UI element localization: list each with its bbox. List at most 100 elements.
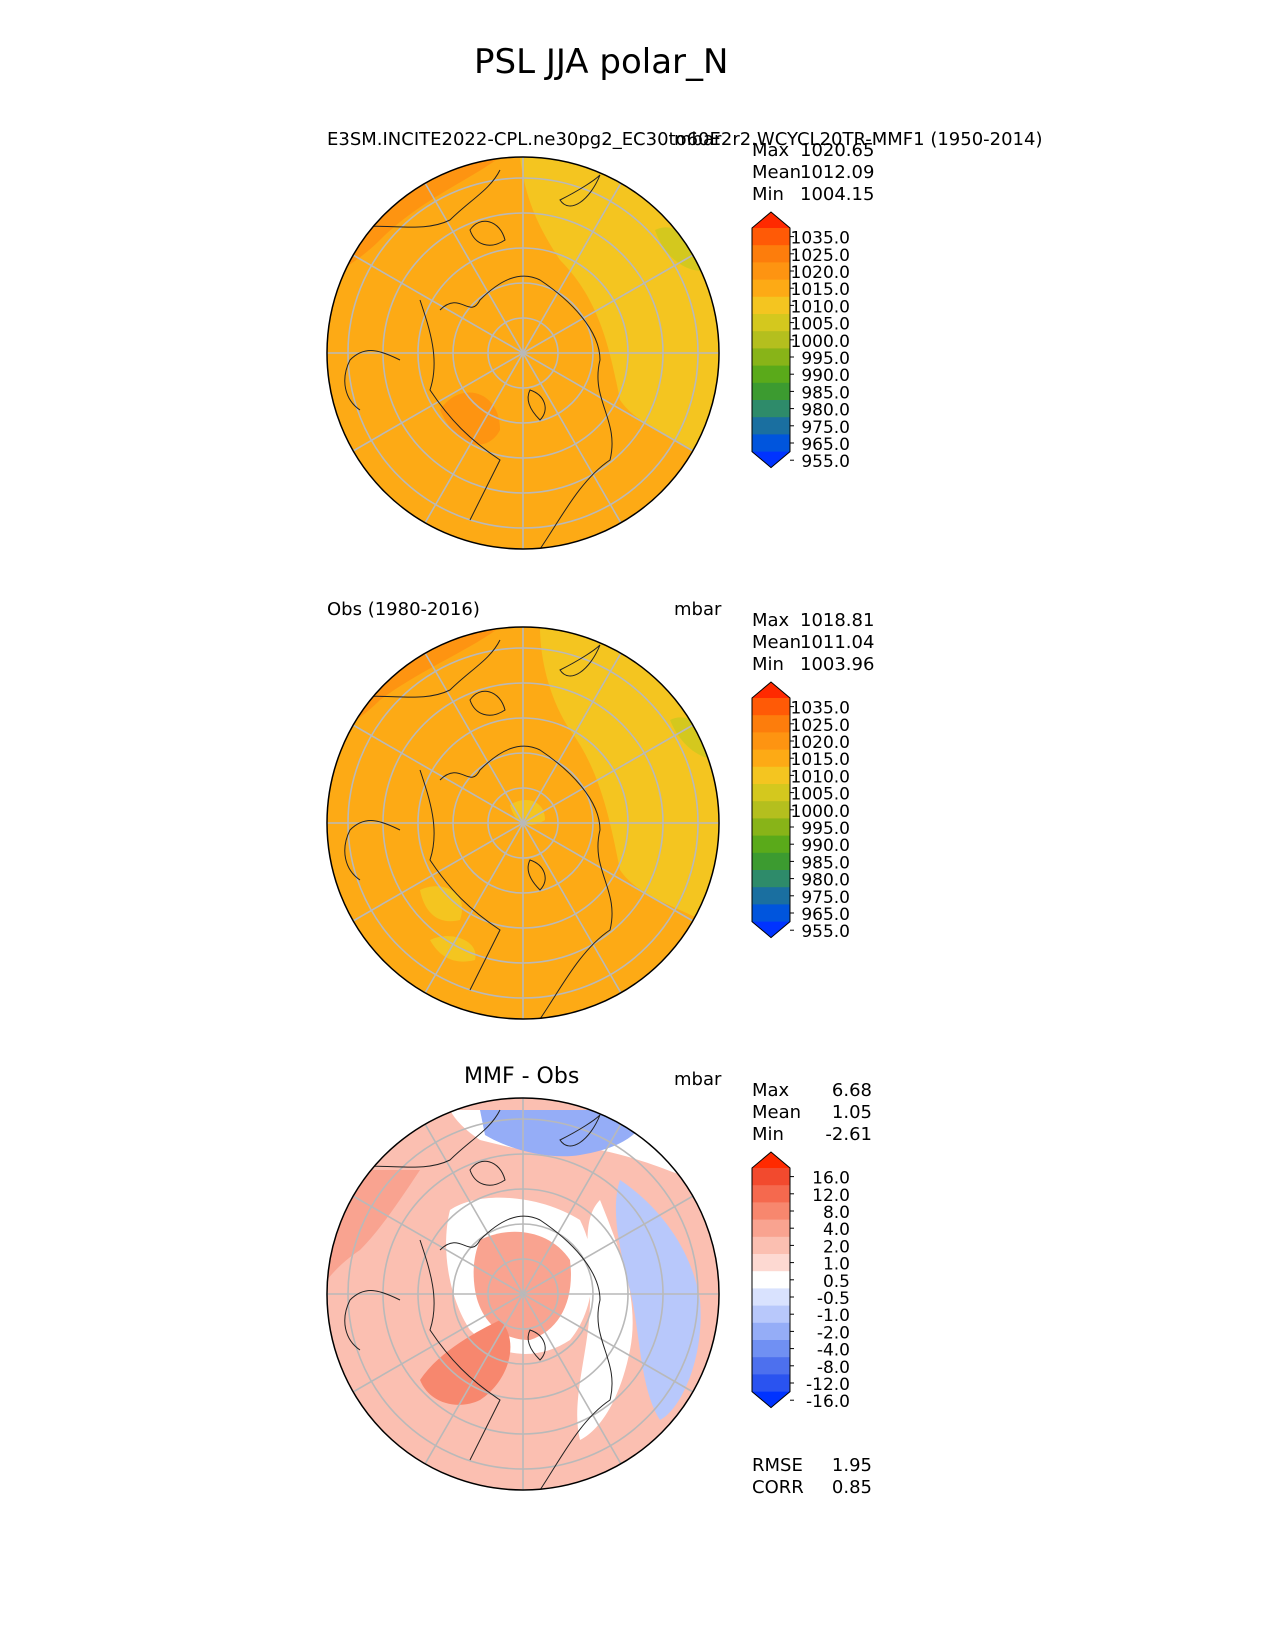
colorbar-segment [752, 331, 790, 349]
colorbar-tick-label: 1010.0 [791, 767, 850, 787]
panel-model-units: mbar [674, 129, 722, 150]
field-region [420, 1320, 511, 1405]
colorbar-tick-label: 2.0 [823, 1237, 850, 1257]
stat-label: Min [752, 1124, 784, 1145]
colorbar-tick-label: 1005.0 [791, 785, 850, 805]
graticule [327, 1098, 719, 1490]
stat-label: Mean [752, 1102, 802, 1123]
field-region [430, 936, 476, 962]
colorbar-tick-label: 990.0 [801, 836, 850, 856]
stat-label: Mean [752, 632, 802, 653]
colorbar-tick-label: -1.0 [817, 1306, 850, 1326]
colorbar-tick-label: -16.0 [806, 1392, 850, 1412]
metric-rmse-value: 1.95 [831, 1455, 872, 1476]
metric-corr-value: 0.85 [831, 1477, 872, 1498]
colorbar-obs: 1035.01025.01020.01015.01010.01005.01000… [751, 681, 850, 942]
colorbar-segment [752, 1254, 790, 1272]
colorbar-segment [752, 348, 790, 367]
map-border [326, 1097, 720, 1491]
colorbar-segment [752, 314, 790, 332]
colorbar-segment [752, 766, 790, 785]
colorbar-segment [752, 262, 790, 281]
map-obs [326, 626, 720, 1020]
field-region [615, 1180, 701, 1420]
colorbar-tick-label: 985.0 [801, 853, 850, 873]
colorbar-tick-label: 980.0 [801, 401, 850, 421]
colorbar-tick-label: 1025.0 [791, 246, 850, 266]
colorbar-outline [751, 211, 791, 469]
panel-diff-metrics: RMSE 1.95 CORR 0.85 [752, 1455, 872, 1499]
map-diff [326, 1097, 720, 1491]
colorbar-tick-label: 8.0 [823, 1203, 850, 1223]
colorbar-segment [752, 279, 790, 298]
colorbar-tick-label: -12.0 [806, 1375, 850, 1395]
colorbar-segment [752, 1340, 790, 1358]
colorbar-tick-label: -2.0 [817, 1323, 850, 1343]
stat-mean-value: 1.05 [831, 1102, 872, 1123]
colorbar-extend-max [752, 212, 790, 228]
colorbar-tick-label: -0.5 [817, 1289, 850, 1309]
stat-min-value: -2.61 [825, 1124, 872, 1145]
colorbar-segment [752, 698, 790, 716]
panel-diff-stats: Max 6.68 Mean 1.05 Min -2.61 [752, 1080, 872, 1146]
stat-mean-value: 1011.04 [800, 632, 875, 653]
field-region [540, 627, 719, 930]
field-region [510, 800, 545, 825]
colorbar-tick-label: 965.0 [801, 905, 850, 925]
colorbar-segment [752, 1219, 790, 1238]
colorbar-tick-label: 4.0 [823, 1220, 850, 1240]
colorbar-tick-label: 16.0 [812, 1169, 850, 1189]
panel-model-stats: Max 1020.65 Mean1012.09 Min 1004.15 [752, 140, 875, 206]
stat-min-value: 1003.96 [800, 654, 875, 675]
colorbar-tick-label: 1005.0 [791, 315, 850, 335]
colorbar-segment [752, 1202, 790, 1221]
colorbar-extend-max [752, 682, 790, 698]
colorbar-tick-label: 980.0 [801, 871, 850, 891]
colorbar-segment [752, 1322, 790, 1341]
colorbar-outline [751, 681, 791, 939]
colorbar-tick-label: 1035.0 [791, 699, 850, 719]
panel-model-left-title: E3SM.INCITE2022-CPL.ne30pg2_EC30to60E2r2… [327, 129, 1043, 150]
panel-obs-units: mbar [674, 599, 722, 620]
graticule [327, 157, 719, 549]
stat-max-value: 1020.65 [800, 140, 875, 161]
colorbar-tick-label: 1020.0 [791, 733, 850, 753]
stat-mean-value: 1012.09 [800, 162, 875, 183]
colorbar-segment [752, 1168, 790, 1186]
colorbar-segment [752, 382, 790, 401]
map-border [326, 156, 720, 550]
colorbar-tick-label: 1035.0 [791, 229, 850, 249]
colorbar-tick-label: 1015.0 [791, 280, 850, 300]
colorbar-tick-label: 975.0 [801, 888, 850, 908]
map-model [326, 156, 720, 550]
field-region [440, 392, 500, 445]
colorbar-tick-label: 12.0 [812, 1186, 850, 1206]
colorbar-tick-label: -8.0 [817, 1358, 850, 1378]
colorbar-tick-label: 995.0 [801, 349, 850, 369]
colorbar-tick-label: 1010.0 [791, 297, 850, 317]
panel-obs-left-title: Obs (1980-2016) [327, 599, 480, 620]
metric-label: CORR [752, 1477, 804, 1498]
colorbar-tick-label: 990.0 [801, 366, 850, 386]
stat-max-value: 6.68 [831, 1080, 872, 1101]
stat-label: Min [752, 654, 784, 675]
colorbar-outline [751, 1151, 791, 1409]
colorbar-segment [752, 784, 790, 802]
colorbar-tick-label: 985.0 [801, 383, 850, 403]
colorbar-extend-min [752, 921, 790, 938]
field-region [420, 886, 462, 922]
stat-label: Max [752, 610, 790, 631]
stat-min-value: 1004.15 [800, 184, 875, 205]
colorbar-extend-min [752, 1391, 790, 1408]
coastlines [344, 639, 613, 1019]
colorbar-segment [752, 417, 790, 435]
colorbar-segment [752, 818, 790, 837]
colorbar-tick-label: 995.0 [801, 819, 850, 839]
colorbar-extend-min [752, 451, 790, 468]
coastlines [344, 169, 613, 549]
colorbar-segment [752, 715, 790, 733]
stat-max-value: 1018.81 [800, 610, 875, 631]
colorbar-segment [752, 1271, 790, 1289]
colorbar-segment [752, 904, 790, 923]
